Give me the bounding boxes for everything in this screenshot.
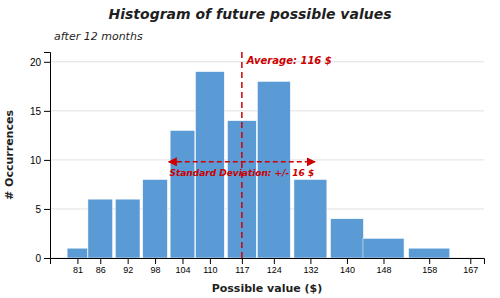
- x-tick-mark: [310, 258, 311, 264]
- y-tick-label: 0: [35, 253, 41, 264]
- bar: [88, 199, 113, 258]
- x-tick-mark: [274, 258, 275, 264]
- x-tick-label: 124: [267, 265, 282, 275]
- x-tick-mark: [155, 258, 156, 264]
- bar: [67, 248, 88, 258]
- y-tick: 10: [30, 155, 50, 166]
- bar: [363, 238, 404, 258]
- y-tick: 15: [30, 106, 50, 117]
- y-tick-mark: [44, 258, 50, 259]
- x-tick-label: 117: [235, 265, 249, 275]
- x-tick-mark: [383, 258, 384, 264]
- bar: [409, 248, 450, 258]
- annotation-texts: Average: 116 $ Standard Deviation: +/- 16…: [170, 55, 332, 178]
- x-tick: 140: [340, 258, 355, 275]
- y-tick-label: 5: [35, 204, 41, 215]
- y-tick-label: 20: [30, 57, 42, 68]
- bar: [294, 180, 327, 258]
- x-tick-label: 86: [96, 265, 106, 275]
- x-tick-mark: [100, 258, 101, 264]
- x-tick-mark: [347, 258, 348, 264]
- y-tick-mark: [44, 209, 50, 210]
- x-tick-label: 158: [422, 265, 437, 275]
- y-axis-title: # Occurrences: [3, 110, 16, 200]
- bar: [196, 72, 225, 258]
- y-tick: 5: [35, 204, 50, 215]
- grid: [50, 62, 484, 258]
- x-tick-label: 140: [340, 265, 355, 275]
- y-tick: 0: [35, 253, 50, 264]
- x-tick-mark: [77, 258, 78, 264]
- x-axis: 81 86 92 98 104 110 117 124 132 140 148 158 167: [51, 258, 485, 275]
- bar: [143, 180, 168, 258]
- chart: Average: 116 $ Standard Deviation: +/- 16…: [0, 0, 500, 298]
- x-tick-label: 92: [123, 265, 133, 275]
- x-tick: 148: [376, 258, 391, 275]
- bar: [331, 219, 364, 258]
- y-tick-mark: [44, 160, 50, 161]
- x-tick-label: 81: [73, 265, 83, 275]
- average-label: Average: 116 $: [246, 55, 332, 66]
- x-axis-line: [51, 259, 485, 265]
- subtitle: after 12 months: [54, 30, 143, 43]
- x-tick-label: 110: [203, 265, 217, 275]
- x-tick-mark: [470, 258, 471, 264]
- bar: [115, 199, 140, 258]
- x-tick: 110: [203, 258, 217, 275]
- y-tick: 20: [30, 57, 50, 68]
- y-tick-mark: [44, 111, 50, 112]
- x-tick-mark: [210, 258, 211, 264]
- title: Histogram of future possible values: [108, 6, 391, 22]
- x-tick: 124: [267, 258, 282, 275]
- x-tick-label: 98: [151, 265, 161, 275]
- x-tick-mark: [242, 258, 243, 264]
- x-tick-mark: [182, 258, 183, 264]
- x-tick: 81: [73, 258, 83, 275]
- average-line: [241, 52, 243, 258]
- x-axis-title: Possible value ($): [212, 282, 323, 295]
- y-tick-label: 10: [30, 155, 42, 166]
- y-tick-label: 15: [30, 106, 42, 117]
- y-axis-line: [44, 53, 51, 259]
- x-tick: 92: [123, 258, 133, 275]
- x-tick-mark: [429, 258, 430, 264]
- x-tick: 132: [303, 258, 318, 275]
- plot-area: Average: 116 $ Standard Deviation: +/- 16…: [30, 52, 485, 275]
- x-tick: 158: [422, 258, 437, 275]
- x-tick-label: 148: [376, 265, 391, 275]
- x-tick: 167: [463, 258, 478, 275]
- bar: [170, 130, 195, 258]
- x-tick: 98: [151, 258, 161, 275]
- x-tick-mark: [128, 258, 129, 264]
- y-axis: 0 5 10 15 20: [30, 53, 51, 264]
- std-label: Standard Deviation: +/- 16 $: [170, 168, 315, 178]
- x-tick-label: 167: [463, 265, 478, 275]
- x-tick-label: 104: [175, 265, 190, 275]
- std-arrow: [169, 161, 315, 163]
- x-tick: 86: [96, 258, 106, 275]
- x-tick: 104: [175, 258, 190, 275]
- y-tick-mark: [44, 62, 50, 63]
- x-tick: 117: [235, 258, 249, 275]
- x-tick-label: 132: [303, 265, 318, 275]
- marks: [67, 52, 450, 258]
